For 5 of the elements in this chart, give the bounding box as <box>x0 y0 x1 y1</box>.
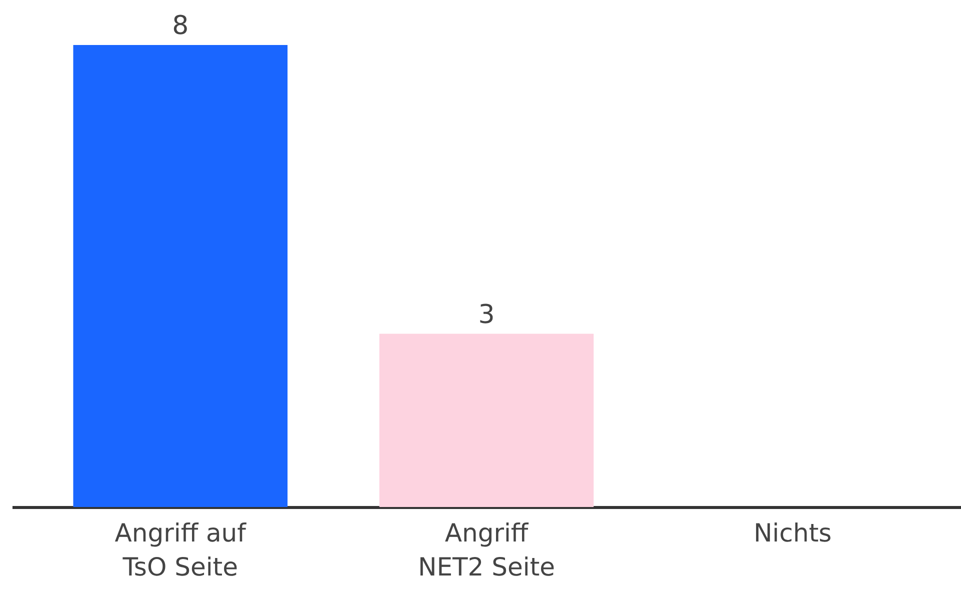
x-tick-label: Angriff NET2 Seite <box>418 518 555 582</box>
data-label: 8 <box>172 11 189 41</box>
data-label: 3 <box>478 300 495 330</box>
x-tick-label: Angriff auf TsO Seite <box>114 518 248 582</box>
x-tick-label: Nichts <box>754 518 832 548</box>
